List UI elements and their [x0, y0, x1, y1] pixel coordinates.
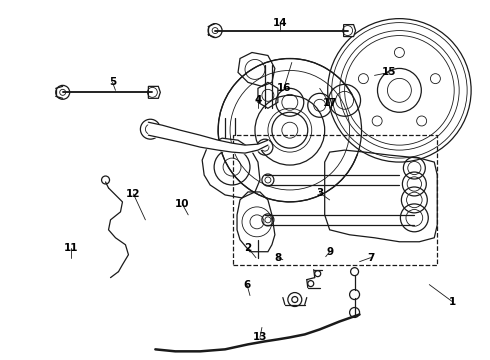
Polygon shape: [148, 86, 160, 98]
Text: 7: 7: [367, 253, 374, 263]
Bar: [233, 135, 437, 265]
Text: 3: 3: [316, 188, 323, 198]
Text: 14: 14: [272, 18, 287, 28]
Text: 15: 15: [382, 67, 397, 77]
Text: 12: 12: [126, 189, 141, 199]
Text: 8: 8: [274, 253, 281, 263]
Text: 11: 11: [63, 243, 78, 253]
Text: 6: 6: [244, 280, 250, 289]
Polygon shape: [343, 24, 356, 37]
Text: 9: 9: [326, 247, 333, 257]
Text: 17: 17: [322, 98, 337, 108]
Text: 10: 10: [175, 199, 190, 209]
Text: 4: 4: [254, 95, 262, 105]
Text: 2: 2: [245, 243, 251, 253]
Text: 1: 1: [448, 297, 456, 306]
Text: 5: 5: [109, 77, 116, 87]
Text: 13: 13: [253, 332, 267, 342]
Text: 16: 16: [276, 84, 291, 93]
